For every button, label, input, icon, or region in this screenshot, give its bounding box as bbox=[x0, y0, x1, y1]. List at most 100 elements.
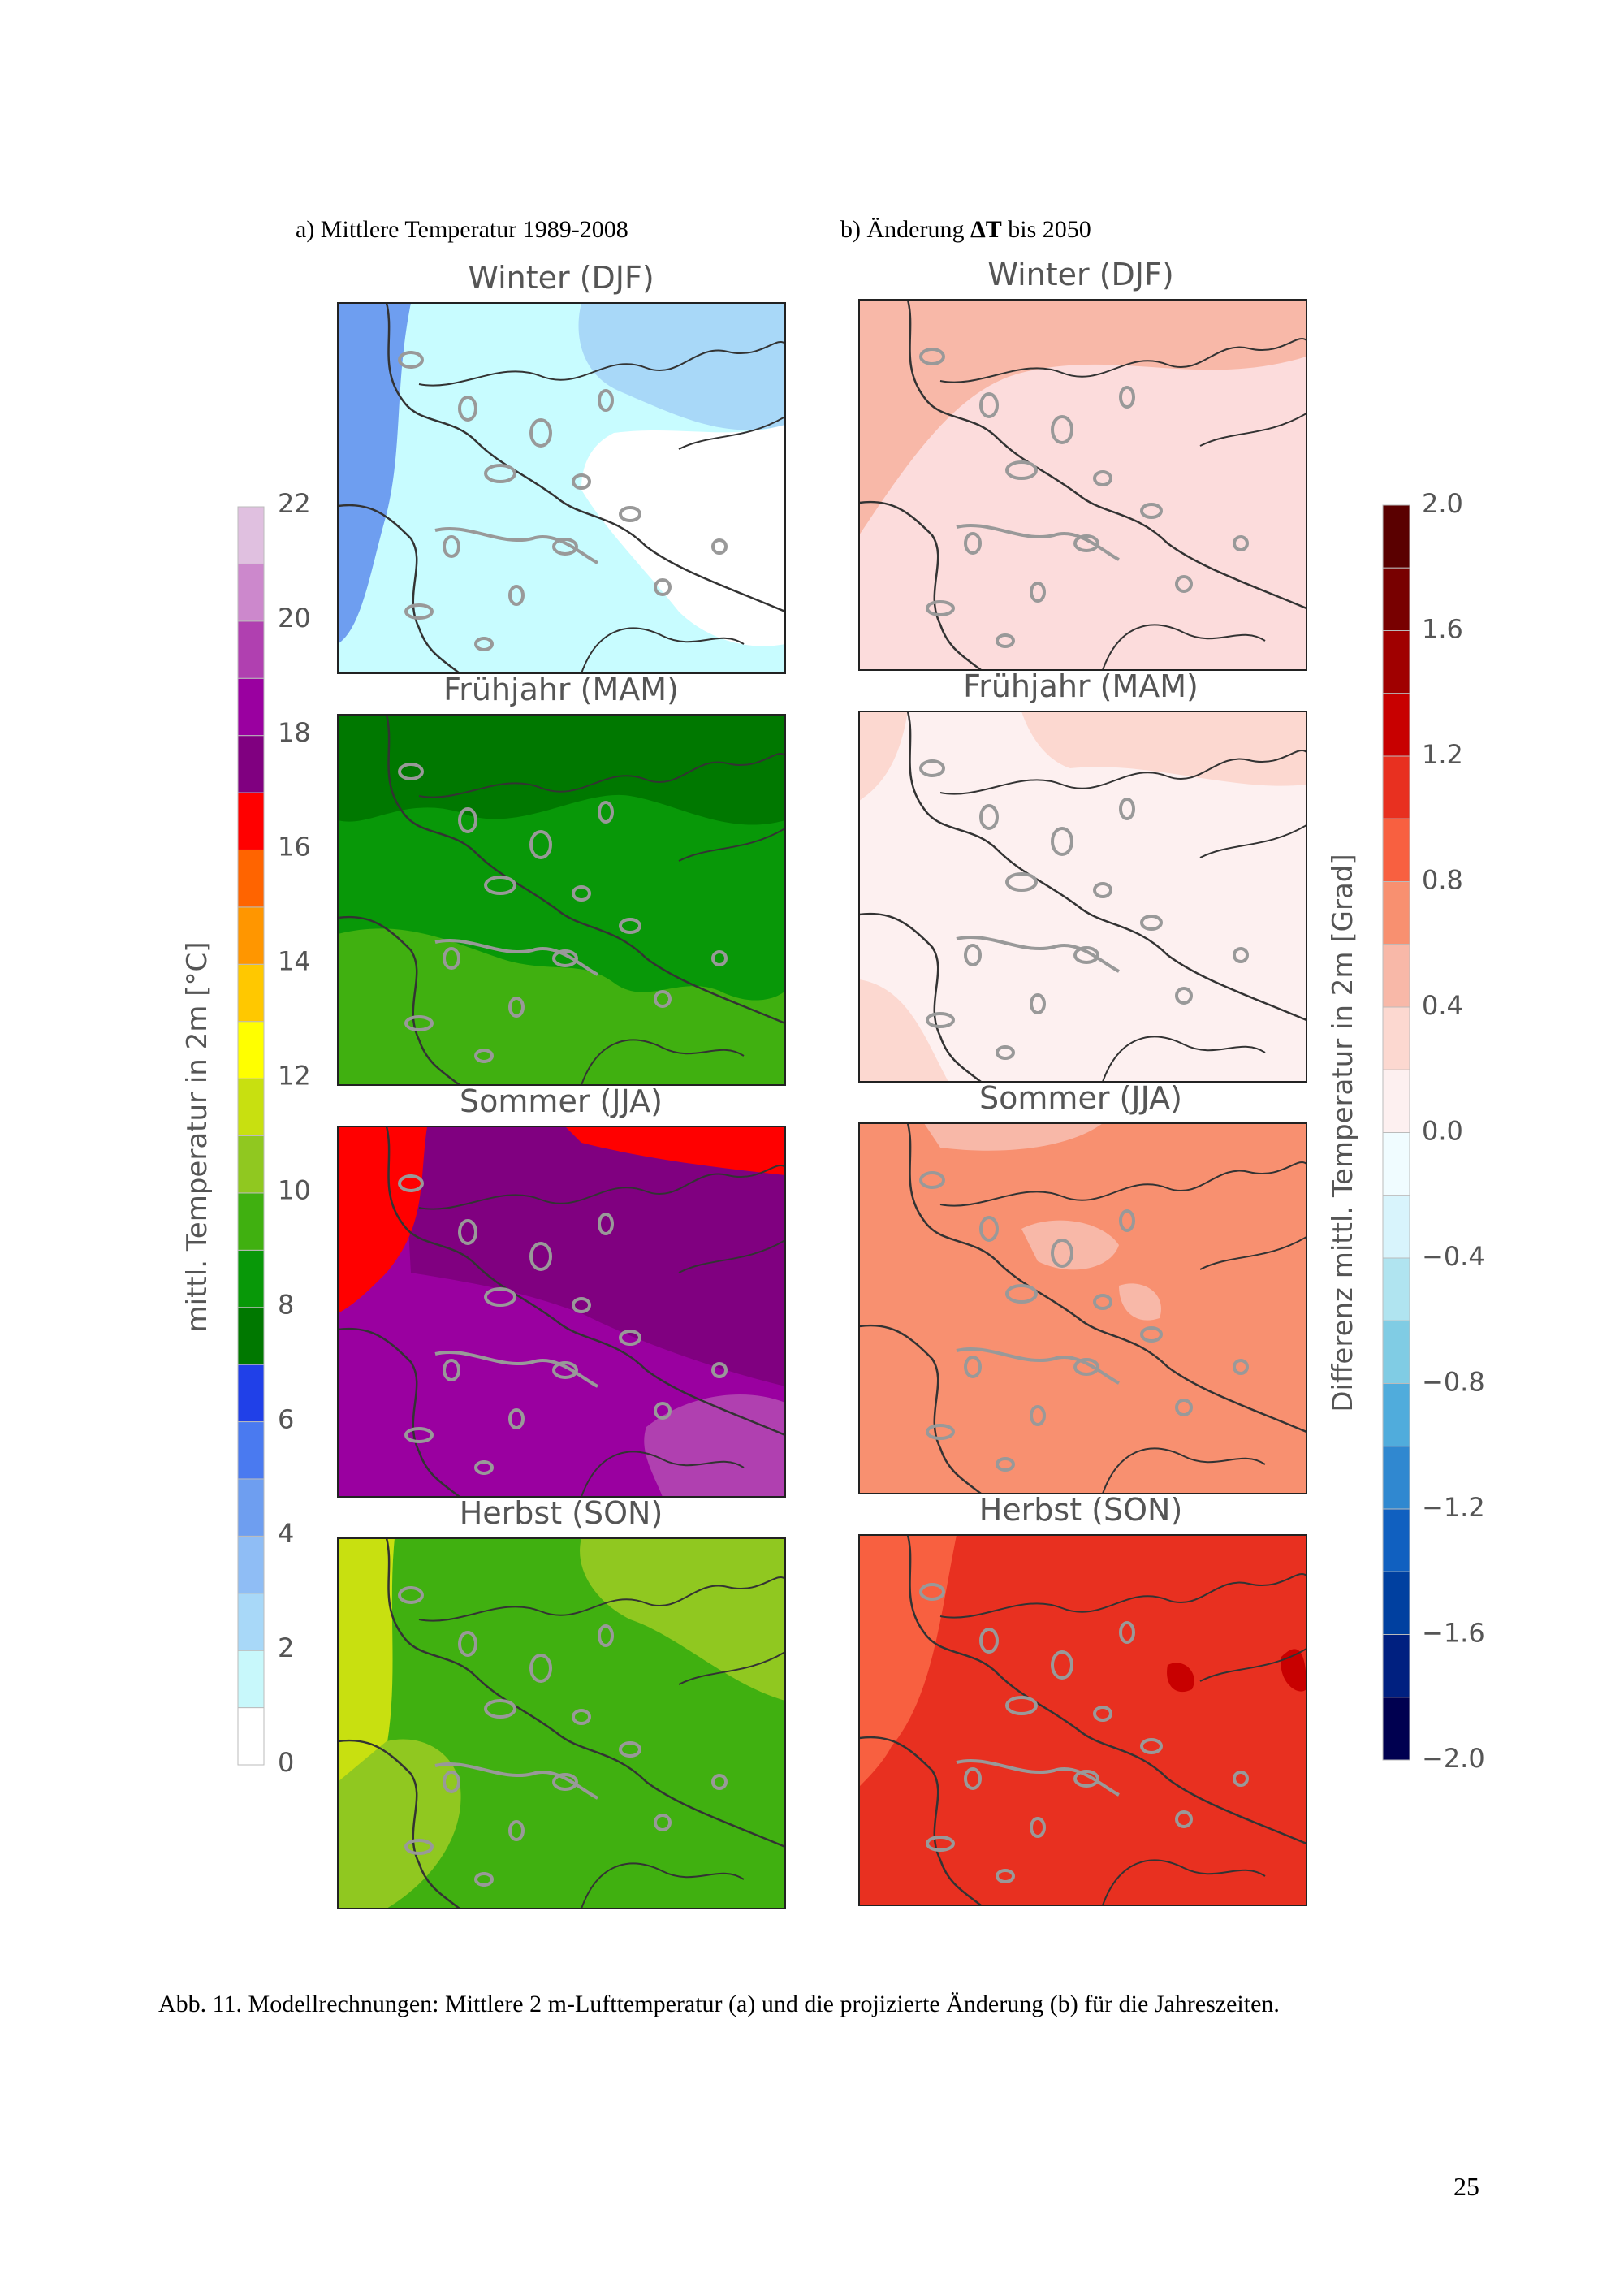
title-part: bis 2050 bbox=[1002, 216, 1091, 243]
map-region bbox=[859, 300, 1307, 535]
colorbar-segment bbox=[1382, 1446, 1410, 1510]
colorbar-segment bbox=[237, 1478, 265, 1537]
title-part: b) Änderung bbox=[840, 216, 970, 243]
colorbar-tick-label: 2.0 bbox=[1422, 488, 1463, 519]
colorbar-tick-label: 20 bbox=[278, 603, 311, 633]
colorbar-segment bbox=[1382, 1697, 1410, 1761]
colorbar-segment bbox=[1382, 944, 1410, 1008]
colorbar-segment bbox=[1382, 1069, 1410, 1133]
colorbar-segment bbox=[1382, 1132, 1410, 1196]
panel-title: Herbst (SON) bbox=[460, 1495, 663, 1531]
map-region bbox=[565, 1126, 785, 1175]
colorbar-tick-label: 22 bbox=[278, 488, 311, 519]
colorbar-tick-label: 4 bbox=[278, 1518, 294, 1549]
colorbar-tick-label: −1.6 bbox=[1422, 1618, 1485, 1649]
colorbar-segment bbox=[237, 906, 265, 965]
colorbar-tick-label: 1.6 bbox=[1422, 614, 1463, 645]
map-region bbox=[859, 979, 948, 1082]
map-border bbox=[858, 711, 1307, 1083]
map-region bbox=[580, 1538, 785, 1701]
map-panel bbox=[338, 1538, 785, 1909]
colorbar-segment bbox=[237, 1249, 265, 1308]
colorbar-tick-label: −0.4 bbox=[1422, 1241, 1485, 1272]
colorbar-segment bbox=[1382, 693, 1410, 757]
colorbar-segment bbox=[237, 1307, 265, 1365]
colorbar-segment bbox=[1382, 504, 1410, 569]
colorbar-tick-label: 0.4 bbox=[1422, 990, 1463, 1021]
colorbar-segment bbox=[1382, 1195, 1410, 1259]
colorbar-tick-label: 12 bbox=[278, 1061, 311, 1092]
colorbar-segment bbox=[1382, 1257, 1410, 1321]
map-region bbox=[403, 1126, 785, 1386]
colorbar-segment bbox=[237, 506, 265, 564]
colorbar-segment bbox=[237, 735, 265, 793]
colorbar-tick-label: 8 bbox=[278, 1289, 294, 1320]
colorbar-tick-label: 14 bbox=[278, 946, 311, 977]
map-region bbox=[578, 303, 785, 430]
colorbar-segment bbox=[1382, 630, 1410, 694]
colorbar-segment bbox=[1382, 1634, 1410, 1698]
map-border bbox=[858, 1534, 1307, 1906]
map-panel bbox=[338, 1126, 785, 1497]
colorbar-segment bbox=[237, 1421, 265, 1480]
map-region bbox=[924, 1123, 1103, 1151]
colorbar-tick-label: −2.0 bbox=[1422, 1743, 1485, 1774]
map-region bbox=[338, 303, 411, 644]
colorbar-segment bbox=[1382, 1320, 1410, 1384]
map-border bbox=[337, 1126, 786, 1498]
colorbar-segment bbox=[237, 1078, 265, 1137]
colorbar-segment bbox=[1382, 881, 1410, 945]
panel-title: Frühjahr (MAM) bbox=[443, 672, 679, 707]
colorbar-tick-label: 10 bbox=[278, 1174, 311, 1205]
map-panel bbox=[338, 303, 785, 673]
colorbar-tick-label: 0 bbox=[278, 1747, 294, 1778]
colorbar-tick-label: −0.8 bbox=[1422, 1367, 1485, 1398]
map-region bbox=[859, 711, 908, 801]
colorbar-segment bbox=[237, 849, 265, 908]
colorbar-segment bbox=[1382, 1571, 1410, 1635]
colorbar-tick-label: 2 bbox=[278, 1632, 294, 1663]
colorbar-segment bbox=[237, 1135, 265, 1194]
colorbar-segment bbox=[237, 1192, 265, 1251]
column-title: a) Mittlere Temperatur 1989-2008 bbox=[296, 216, 628, 243]
colorbar-segment bbox=[237, 1364, 265, 1423]
colorbar-segment bbox=[237, 1535, 265, 1594]
colorbar-segment bbox=[1382, 1383, 1410, 1447]
map-panel bbox=[338, 715, 785, 1085]
column-title: b) Änderung ΔT bis 2050 bbox=[840, 216, 1091, 243]
caption: Abb. 11. Modellrechnungen: Mittlere 2 m-… bbox=[158, 1991, 1280, 2017]
colorbar-segment bbox=[237, 1707, 265, 1766]
map-border bbox=[337, 1537, 786, 1909]
colorbar-segment bbox=[1382, 1508, 1410, 1572]
colorbar-segment bbox=[237, 792, 265, 850]
map-panel bbox=[859, 1535, 1307, 1905]
colorbar-label: Differenz mittl. Temperatur in 2m [Grad] bbox=[1327, 854, 1359, 1412]
map-panel bbox=[859, 300, 1307, 670]
map-panel bbox=[859, 1123, 1307, 1494]
colorbar-tick-label: 6 bbox=[278, 1403, 294, 1434]
title-part: ΔT bbox=[970, 216, 1002, 243]
map-region bbox=[338, 1126, 427, 1313]
map-region bbox=[338, 715, 785, 825]
colorbar-segment bbox=[237, 1021, 265, 1079]
colorbar-segment bbox=[1382, 755, 1410, 819]
panel-title: Winter (DJF) bbox=[987, 257, 1173, 292]
panel-title: Sommer (JJA) bbox=[979, 1080, 1182, 1116]
panel-title: Winter (DJF) bbox=[468, 260, 654, 296]
map-panel bbox=[859, 711, 1307, 1082]
colorbar-tick-label: 0.0 bbox=[1422, 1116, 1463, 1147]
colorbar-segment bbox=[1382, 567, 1410, 631]
colorbar-tick-label: 16 bbox=[278, 832, 311, 863]
panel-title: Sommer (JJA) bbox=[460, 1083, 663, 1119]
map-border bbox=[337, 302, 786, 674]
map-region bbox=[1281, 1649, 1307, 1692]
page-number: 25 bbox=[1453, 2172, 1479, 2201]
map-region bbox=[1119, 1283, 1161, 1321]
colorbar-tick-label: −1.2 bbox=[1422, 1492, 1485, 1523]
colorbar-segment bbox=[237, 963, 265, 1023]
panel-title: Herbst (SON) bbox=[979, 1492, 1183, 1528]
map-region bbox=[338, 1739, 461, 1909]
map-border bbox=[858, 299, 1307, 671]
